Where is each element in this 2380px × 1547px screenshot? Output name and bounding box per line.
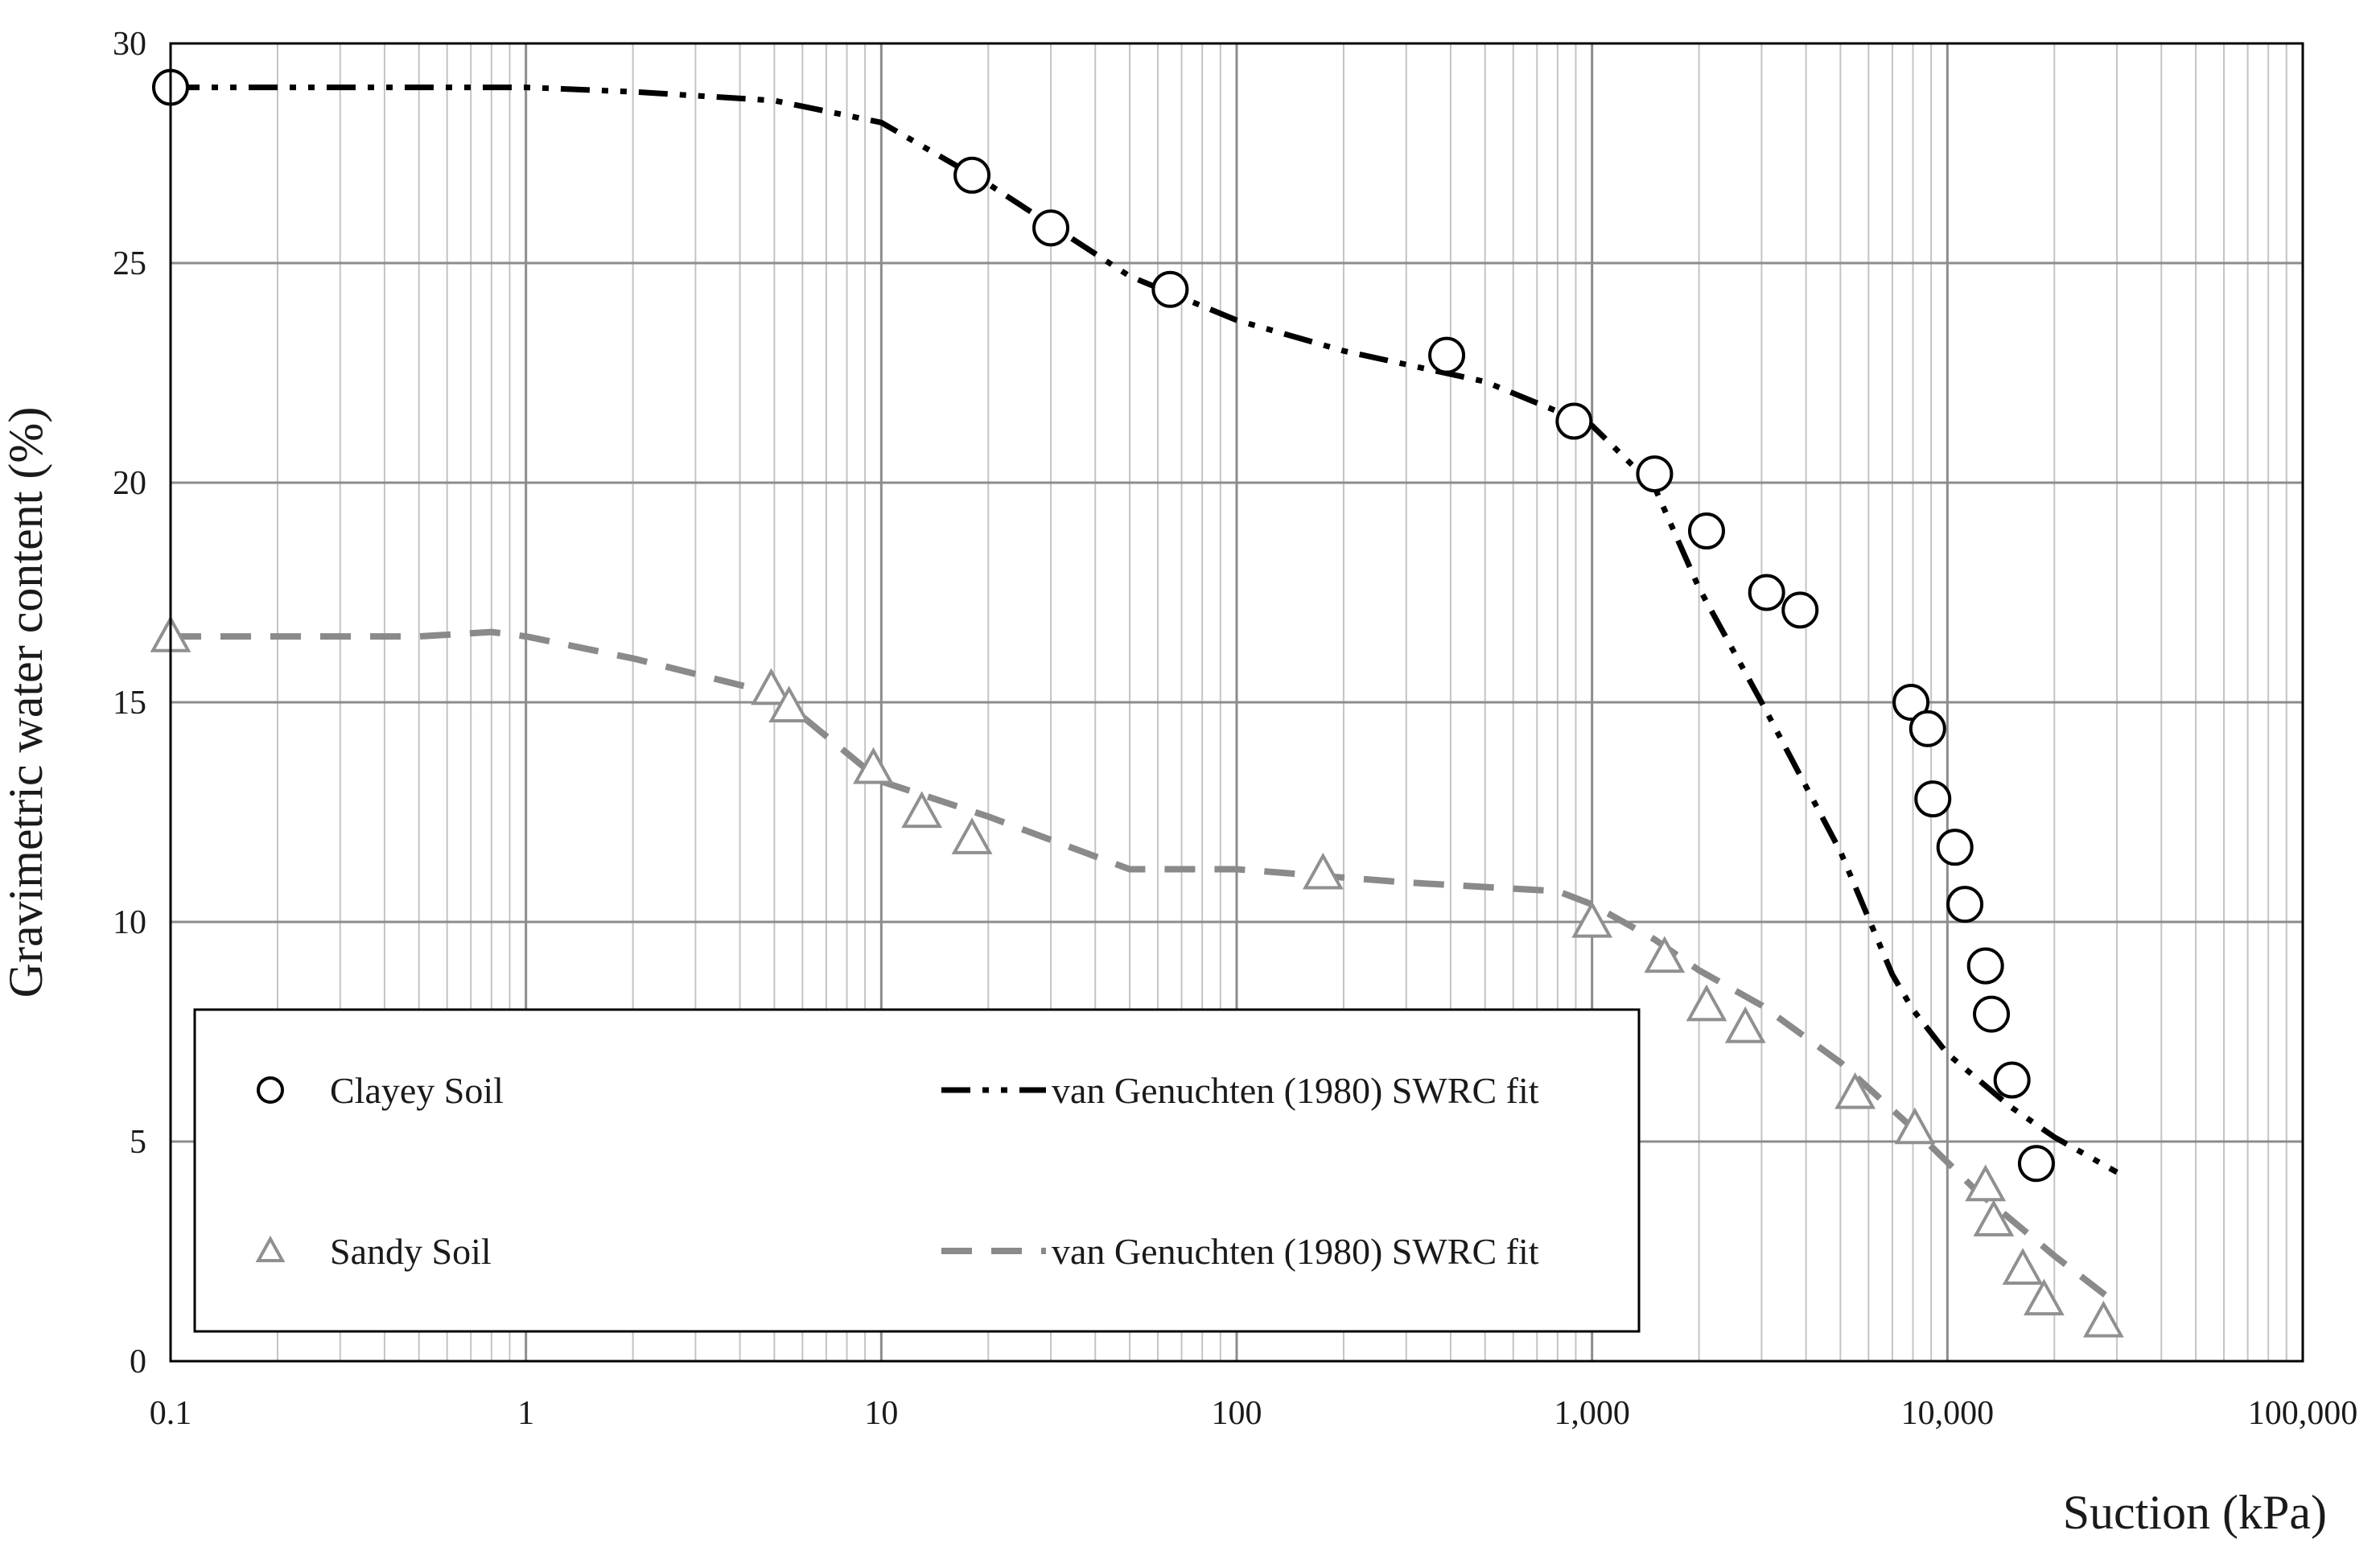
clayey-soil-point xyxy=(1687,512,1725,550)
fit-line xyxy=(171,84,2119,1175)
y-tick-label: 25 xyxy=(113,245,146,282)
clayey-soil-point xyxy=(1892,684,1930,721)
legend-label: van Genuchten (1980) SWRC fit xyxy=(1052,1231,1539,1272)
sandy-soil-point xyxy=(901,791,943,829)
sandy-soil-point xyxy=(2002,1248,2044,1285)
sandy-soil-point xyxy=(751,668,792,706)
sandy-soil-point xyxy=(1302,852,1344,890)
legend-marker xyxy=(257,1076,284,1104)
y-tick-label: 20 xyxy=(113,465,146,502)
clayey-soil-point xyxy=(1914,780,1952,818)
x-tick-label: 100 xyxy=(1212,1395,1262,1432)
sandy-soil-point xyxy=(1965,1164,2007,1202)
clayey-soil-point xyxy=(1973,995,2011,1033)
sandy-soil-point xyxy=(1686,984,1727,1022)
clayey-soil-point xyxy=(1993,1061,2031,1099)
clayey-soil-point xyxy=(2017,1145,2055,1183)
clayey-soil-point xyxy=(1032,209,1070,247)
legend-box xyxy=(193,1008,1641,1333)
y-tick-label: 10 xyxy=(113,904,146,941)
sandy-soil-point xyxy=(951,817,993,854)
plot-area-frame xyxy=(169,42,2304,1363)
clayey-soil-point xyxy=(1151,270,1189,308)
legend-label: Clayey Soil xyxy=(330,1070,504,1111)
sandy-soil-point xyxy=(1724,1006,1766,1043)
legend-marker xyxy=(255,1235,286,1262)
y-tick-label: 5 xyxy=(130,1124,146,1161)
y-tick-label: 0 xyxy=(130,1343,146,1380)
x-tick-label: 10 xyxy=(864,1395,898,1432)
data-markers xyxy=(150,68,2124,1338)
x-tick-label: 10,000 xyxy=(1901,1395,1995,1432)
clayey-soil-point xyxy=(1636,455,1674,493)
clayey-soil-point xyxy=(1748,574,1785,611)
sandy-soil-point xyxy=(1644,936,1686,973)
y-axis-title: Gravimetric water content (%) xyxy=(0,407,52,998)
legend-label: Sandy Soil xyxy=(330,1231,492,1272)
clayey-soil-point xyxy=(1428,336,1466,374)
clayey-soil-point xyxy=(1781,591,1819,629)
legend: Clayey Soil Sandy Soil van Genuchten (1980… xyxy=(193,1008,1641,1333)
y-axis-tick-labels: 0 5 10 15 20 25 30 xyxy=(113,26,146,1380)
x-tick-label: 100,000 xyxy=(2248,1395,2358,1432)
clayey-soil-point xyxy=(1946,886,1984,924)
y-tick-label: 15 xyxy=(113,685,146,722)
sandy-soil-point xyxy=(768,685,810,723)
fit-curves xyxy=(171,84,2119,1307)
clayey-soil-point xyxy=(1555,402,1593,440)
sandy-soil-point xyxy=(2082,1300,2124,1338)
x-axis-tick-labels: 0.1 1 10 100 1,000 10,000 100,000 xyxy=(150,1395,2358,1432)
x-tick-label: 1 xyxy=(517,1395,534,1432)
legend-label: van Genuchten (1980) SWRC fit xyxy=(1052,1070,1539,1111)
clayey-soil-point xyxy=(953,156,991,194)
clayey-soil-point xyxy=(1966,947,2004,985)
x-tick-label: 0.1 xyxy=(150,1395,192,1432)
clayey-soil-point xyxy=(1936,829,1974,866)
x-tick-label: 1,000 xyxy=(1554,1395,1630,1432)
clayey-soil-point xyxy=(1909,710,1946,747)
sandy-soil-point xyxy=(1973,1199,2015,1236)
sandy-soil-point xyxy=(1571,900,1613,938)
x-axis-title: Suction (kPa) xyxy=(2063,1486,2327,1539)
sandy-soil-point xyxy=(2023,1278,2065,1316)
sandy-soil-point xyxy=(1834,1072,1876,1109)
y-tick-label: 30 xyxy=(113,26,146,63)
sandy-soil-point xyxy=(1894,1107,1936,1145)
sandy-soil-point xyxy=(853,747,894,784)
